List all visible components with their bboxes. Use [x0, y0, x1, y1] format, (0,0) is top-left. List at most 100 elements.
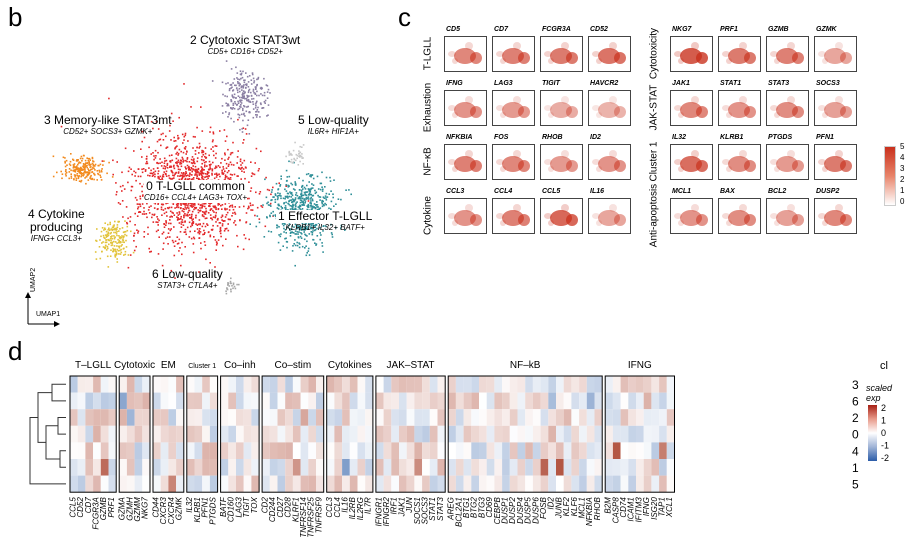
- heatmap-colorbar-tick: 2: [881, 403, 886, 413]
- heatmap-cell: [349, 442, 358, 459]
- heatmap-cell: [70, 409, 78, 426]
- heatmap-cell: [357, 475, 366, 493]
- heatmap-cell: [209, 392, 218, 410]
- heatmap-cell: [605, 409, 613, 426]
- heatmap-cell: [334, 376, 343, 393]
- heatmap-cell: [540, 459, 549, 476]
- feature-umap-thumbnail: [496, 150, 530, 172]
- heatmap-cell: [108, 475, 117, 493]
- feature-plot-PRF1: [718, 36, 761, 72]
- heatmap-cell: [108, 376, 117, 393]
- heatmap-cell: [316, 392, 324, 410]
- heatmap-group-border: [375, 375, 446, 493]
- heatmap-cell: [375, 442, 384, 459]
- heatmap-cell: [605, 376, 613, 393]
- heatmap-cell: [525, 459, 533, 476]
- heatmap-cell: [168, 409, 177, 426]
- heatmap-gene-label: CCL4: [333, 497, 342, 518]
- heatmap-gene-label: JAK1: [397, 497, 406, 517]
- heatmap-cell: [471, 376, 479, 393]
- heatmap-cell: [463, 475, 472, 493]
- heatmap-gene-label: IFNG: [642, 497, 651, 516]
- gene-name: PRF1: [720, 26, 738, 33]
- right-row-label-3: Anti-apoptosis: [648, 183, 660, 248]
- heatmap-gene-label: CCL3: [325, 497, 334, 518]
- heatmap-gene-label: ISG20: [650, 497, 659, 520]
- heatmap-cell: [292, 392, 301, 410]
- heatmap-cell: [628, 376, 636, 393]
- colorbar-tick-label: 5: [900, 142, 905, 151]
- heatmap-cell: [437, 459, 446, 476]
- heatmap-gene-label: TOX: [250, 497, 259, 514]
- heatmap-cell: [277, 392, 286, 410]
- heatmap-gene-label: CEBPB: [493, 497, 502, 525]
- feature-plot-PFN1: [814, 144, 857, 180]
- heatmap-cell: [455, 376, 464, 393]
- heatmap-cell: [119, 409, 127, 426]
- heatmap-cell: [579, 392, 587, 410]
- feature-plot-CD5: [444, 36, 487, 72]
- heatmap-cell: [479, 459, 487, 476]
- gene-name: BCL2: [768, 188, 787, 195]
- heatmap-cell: [269, 442, 278, 459]
- heatmap-gene-label: TAP1: [658, 497, 667, 516]
- heatmap-cell: [571, 425, 580, 443]
- gene-name: IFNG: [446, 80, 463, 87]
- heatmap-cell: [448, 442, 456, 459]
- heatmap-cell: [399, 376, 407, 393]
- gene-name: PFN1: [816, 134, 834, 141]
- heatmap-cell: [579, 442, 587, 459]
- heatmap-gene-label: CD44: [151, 497, 160, 518]
- heatmap-cell: [300, 442, 309, 459]
- feature-plot-STAT1: [718, 90, 761, 126]
- heatmap-cell: [383, 475, 392, 493]
- gene-name: RHOB: [542, 134, 563, 141]
- heatmap-cell: [153, 425, 161, 443]
- heatmap-cell: [399, 425, 407, 443]
- feature-plot-GZMK: [814, 36, 857, 72]
- heatmap-gene-label: ICAM1: [627, 497, 636, 521]
- heatmap-cell: [383, 392, 392, 410]
- heatmap-cell: [160, 392, 169, 410]
- heatmap-cell: [659, 376, 667, 393]
- heatmap-gene-label: DUSP6: [531, 497, 540, 524]
- heatmap-cell: [209, 475, 218, 493]
- feature-umap-thumbnail: [496, 204, 530, 226]
- heatmap-gene-label: TNFRSF9: [314, 497, 323, 534]
- heatmap-cell: [77, 376, 86, 393]
- heatmap-cell: [70, 392, 78, 410]
- feature-plot-CD7: [492, 36, 535, 72]
- heatmap-cell: [85, 475, 94, 493]
- heatmap-cell: [422, 475, 430, 493]
- heatmap-gene-label: IL2RG: [356, 497, 365, 520]
- feature-umap-thumbnail: [496, 96, 530, 118]
- heatmap-cell: [100, 409, 109, 426]
- heatmap-cell: [85, 442, 94, 459]
- cluster-4-points: [94, 220, 135, 268]
- cluster-6-points: [225, 277, 240, 295]
- heatmap-cell: [586, 376, 595, 393]
- heatmap-cell: [628, 409, 636, 426]
- heatmap-gene-label: CD52: [76, 497, 85, 518]
- heatmap-cell: [463, 376, 472, 393]
- heatmap-cell: [326, 376, 335, 393]
- heatmap-cell: [494, 425, 503, 443]
- heatmap-cell: [342, 409, 350, 426]
- heatmap-cell: [186, 376, 195, 393]
- heatmap-cell: [406, 409, 415, 426]
- gene-name: CD52: [590, 26, 608, 33]
- feature-plot-STAT3: [766, 90, 809, 126]
- heatmap-cell: [209, 459, 218, 476]
- heatmap-cell: [142, 392, 150, 410]
- heatmap-cell: [556, 392, 564, 410]
- gene-name: CD5: [446, 26, 461, 33]
- heatmap-cell: [77, 392, 86, 410]
- heatmap-cell: [563, 376, 572, 393]
- heatmap-cell: [186, 425, 195, 443]
- heatmap-gene-label: BTG3: [477, 497, 486, 518]
- heatmap-cell: [429, 376, 438, 393]
- heatmap-cell: [391, 459, 399, 476]
- heatmap-cell: [448, 425, 456, 443]
- heatmap-cell: [556, 459, 564, 476]
- heatmap-cell: [659, 459, 667, 476]
